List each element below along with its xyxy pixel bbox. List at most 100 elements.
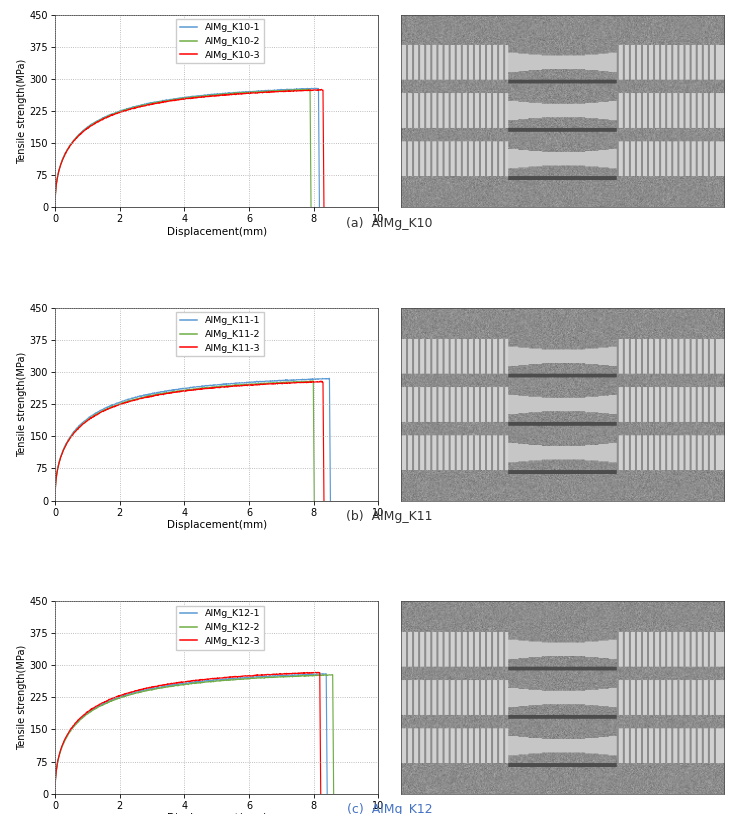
AlMg_K10-2 xyxy=(161,96,170,106)
AlMg_K12-2 xyxy=(328,670,337,680)
Line: AlMg_K12-1: AlMg_K12-1 xyxy=(55,674,327,794)
AlMg_K10-2 xyxy=(274,86,283,96)
Text: (b)  AlMg_K11: (b) AlMg_K11 xyxy=(346,510,433,523)
AlMg_K10-3 xyxy=(81,125,90,135)
AlMg_K11-1 xyxy=(57,448,66,457)
AlMg_K12-3 xyxy=(165,680,174,689)
AlMg_K12-3 xyxy=(207,674,215,684)
AlMg_K10-1 xyxy=(57,157,66,167)
AlMg_K11-3 xyxy=(208,383,217,393)
AlMg_K12-3 xyxy=(316,789,325,799)
AlMg_K12-1 xyxy=(81,710,90,720)
Line: AlMg_K10-3: AlMg_K10-3 xyxy=(55,90,324,208)
AlMg_K10-3 xyxy=(57,157,66,167)
Line: AlMg_K10-1: AlMg_K10-1 xyxy=(55,88,320,208)
AlMg_K12-2 xyxy=(51,789,60,799)
X-axis label: Displacement(mm): Displacement(mm) xyxy=(167,520,267,530)
AlMg_K11-2 xyxy=(57,450,66,460)
Line: AlMg_K11-1: AlMg_K11-1 xyxy=(55,379,331,501)
AlMg_K11-1 xyxy=(326,496,335,505)
Legend: AlMg_K10-1, AlMg_K10-2, AlMg_K10-3: AlMg_K10-1, AlMg_K10-2, AlMg_K10-3 xyxy=(176,20,264,63)
AlMg_K10-3 xyxy=(51,203,60,212)
AlMg_K11-1 xyxy=(82,415,90,425)
AlMg_K12-2 xyxy=(214,676,223,685)
Line: AlMg_K12-3: AlMg_K12-3 xyxy=(55,672,320,794)
Text: (c)  AlMg_K12: (c) AlMg_K12 xyxy=(347,803,432,814)
AlMg_K10-3 xyxy=(285,86,294,96)
AlMg_K11-3 xyxy=(316,376,325,386)
Legend: AlMg_K12-1, AlMg_K12-2, AlMg_K12-3: AlMg_K12-1, AlMg_K12-2, AlMg_K12-3 xyxy=(176,606,264,650)
Y-axis label: Tensile strength(MPa): Tensile strength(MPa) xyxy=(17,352,26,457)
AlMg_K10-3 xyxy=(215,91,223,101)
AlMg_K11-3 xyxy=(320,496,329,505)
Line: AlMg_K11-3: AlMg_K11-3 xyxy=(55,381,324,501)
Line: AlMg_K12-2: AlMg_K12-2 xyxy=(55,675,334,794)
AlMg_K10-2 xyxy=(304,85,313,94)
AlMg_K10-1 xyxy=(315,203,324,212)
Legend: AlMg_K11-1, AlMg_K11-2, AlMg_K11-3: AlMg_K11-1, AlMg_K11-2, AlMg_K11-3 xyxy=(176,313,264,357)
AlMg_K11-3 xyxy=(51,496,60,505)
AlMg_K12-1 xyxy=(168,681,176,690)
AlMg_K11-1 xyxy=(169,385,178,395)
AlMg_K12-1 xyxy=(57,742,66,751)
AlMg_K11-2 xyxy=(308,376,317,386)
Line: AlMg_K11-2: AlMg_K11-2 xyxy=(55,381,315,501)
AlMg_K10-2 xyxy=(201,91,209,101)
AlMg_K11-3 xyxy=(81,418,90,427)
AlMg_K11-1 xyxy=(51,496,60,505)
AlMg_K12-2 xyxy=(294,671,303,681)
AlMg_K11-2 xyxy=(162,387,171,397)
AlMg_K10-2 xyxy=(306,203,315,212)
AlMg_K10-1 xyxy=(206,90,215,99)
AlMg_K12-2 xyxy=(220,676,229,685)
AlMg_K11-3 xyxy=(285,379,294,388)
AlMg_K11-1 xyxy=(291,375,300,385)
AlMg_K12-1 xyxy=(323,789,331,799)
AlMg_K12-1 xyxy=(217,675,226,685)
AlMg_K12-3 xyxy=(80,710,89,720)
AlMg_K12-2 xyxy=(171,681,179,690)
Y-axis label: Tensile strength(MPa): Tensile strength(MPa) xyxy=(17,59,26,164)
AlMg_K12-3 xyxy=(212,673,221,683)
Y-axis label: Tensile strength(MPa): Tensile strength(MPa) xyxy=(17,645,26,750)
AlMg_K11-3 xyxy=(57,449,66,459)
AlMg_K10-2 xyxy=(207,90,215,100)
AlMg_K12-3 xyxy=(57,742,66,751)
AlMg_K10-2 xyxy=(57,158,66,168)
Text: (a)  AlMg_K10: (a) AlMg_K10 xyxy=(346,217,433,230)
AlMg_K12-1 xyxy=(51,789,60,799)
AlMg_K10-3 xyxy=(320,203,329,212)
AlMg_K12-1 xyxy=(288,671,297,681)
AlMg_K11-3 xyxy=(166,388,175,398)
AlMg_K12-3 xyxy=(314,667,323,677)
AlMg_K10-2 xyxy=(79,126,88,136)
AlMg_K11-2 xyxy=(79,418,88,428)
AlMg_K10-1 xyxy=(51,203,60,212)
AlMg_K11-3 xyxy=(215,383,223,392)
AlMg_K10-2 xyxy=(51,203,60,212)
AlMg_K11-1 xyxy=(318,374,327,383)
AlMg_K10-1 xyxy=(282,85,290,94)
AlMg_K12-2 xyxy=(82,710,90,720)
AlMg_K11-2 xyxy=(277,378,286,387)
AlMg_K11-2 xyxy=(310,496,319,505)
AlMg_K10-3 xyxy=(208,91,217,101)
AlMg_K10-3 xyxy=(166,96,175,106)
AlMg_K12-2 xyxy=(329,789,338,799)
AlMg_K12-1 xyxy=(321,669,330,679)
AlMg_K10-1 xyxy=(80,125,89,134)
AlMg_K12-3 xyxy=(283,668,292,678)
AlMg_K10-1 xyxy=(165,95,173,105)
Line: AlMg_K10-2: AlMg_K10-2 xyxy=(55,90,311,208)
AlMg_K12-3 xyxy=(51,789,60,799)
AlMg_K11-1 xyxy=(212,380,221,390)
X-axis label: Displacement(mm): Displacement(mm) xyxy=(167,227,267,237)
AlMg_K11-2 xyxy=(203,383,212,393)
AlMg_K10-1 xyxy=(212,90,220,99)
AlMg_K11-2 xyxy=(209,382,218,392)
AlMg_K11-1 xyxy=(218,379,227,389)
AlMg_K11-2 xyxy=(51,496,60,505)
AlMg_K10-1 xyxy=(312,83,320,93)
AlMg_K10-3 xyxy=(317,85,326,94)
AlMg_K12-1 xyxy=(210,675,219,685)
